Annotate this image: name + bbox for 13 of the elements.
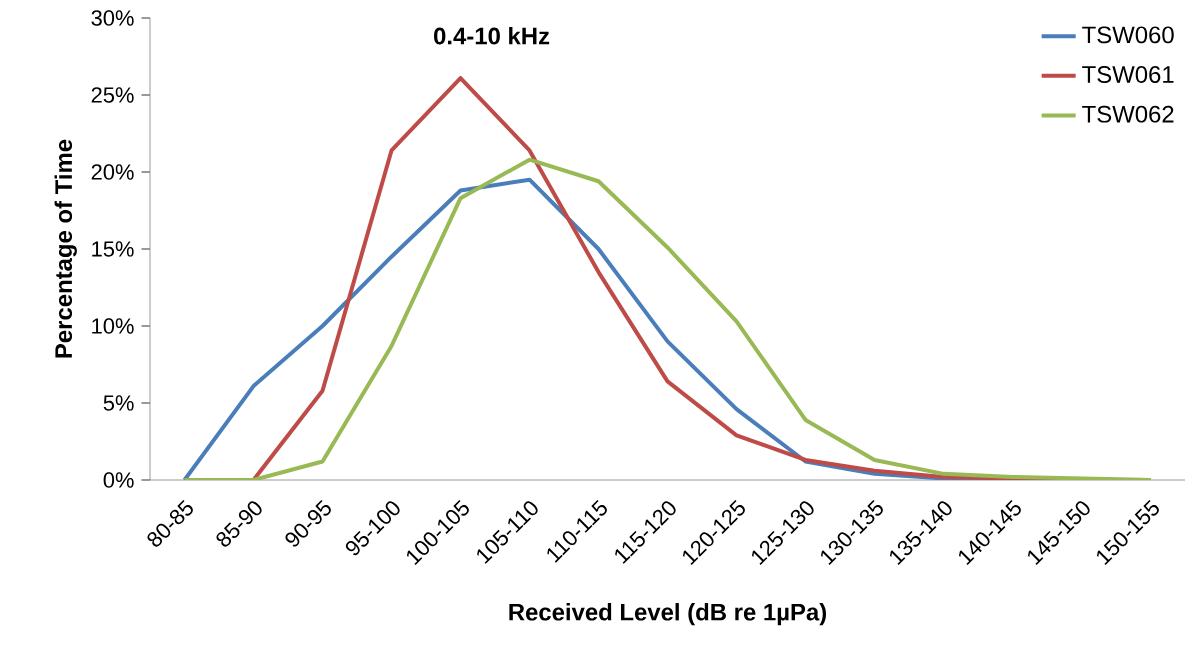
x-axis-title: Received Level (dB re 1µPa): [509, 603, 827, 626]
legend-label: TSW062: [1082, 105, 1174, 123]
y-tick-label: 25%: [91, 87, 134, 103]
y-tick-label: 15%: [92, 241, 134, 257]
y-tick-label: 30%: [91, 10, 134, 26]
y-tick-label: 20%: [91, 164, 134, 180]
legend-label: TSW060: [1082, 26, 1174, 44]
chart-title: 0.4-10 kHz: [434, 26, 550, 45]
y-tick-label: 5%: [103, 395, 134, 411]
y-tick-label: 10%: [92, 318, 134, 334]
y-axis-title: Percentage of Time: [54, 139, 77, 358]
y-tick-label: 0%: [103, 472, 134, 488]
legend-label: TSW061: [1082, 66, 1174, 83]
